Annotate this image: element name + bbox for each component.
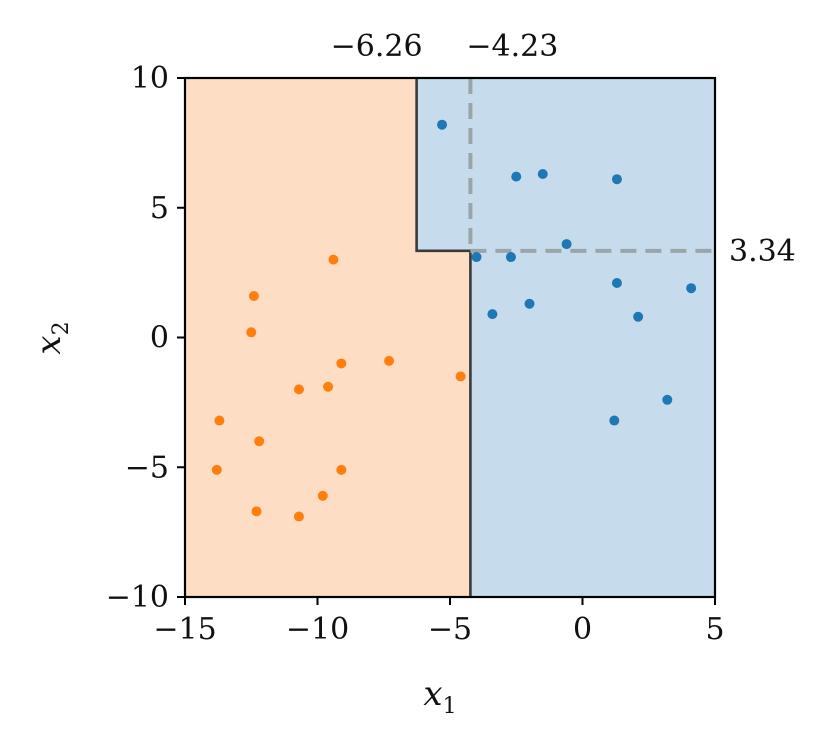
x-axis-ticks: −15 −10 −5 0 5: [153, 597, 725, 647]
data-point: [211, 464, 222, 475]
data-point: [487, 309, 498, 320]
y-axis-ticks: −10 −5 0 5 10: [106, 61, 185, 615]
x-tick-label: −10: [286, 612, 349, 647]
data-point: [293, 384, 304, 395]
data-point: [437, 119, 448, 130]
data-point: [511, 171, 522, 182]
region-blue: [416, 78, 715, 597]
data-point: [609, 415, 620, 426]
data-point: [505, 252, 516, 263]
data-point: [633, 311, 644, 322]
data-point: [537, 169, 548, 180]
data-point: [384, 355, 395, 366]
data-point: [246, 327, 257, 338]
data-point: [611, 174, 622, 185]
y-tick-label: −10: [106, 580, 169, 615]
data-point: [611, 278, 622, 289]
data-point: [248, 290, 259, 301]
y-tick-label: 5: [150, 191, 169, 226]
threshold-label-y: 3.34: [729, 234, 796, 269]
data-point: [336, 464, 347, 475]
x-tick-label: −15: [153, 612, 216, 647]
threshold-guides: [468, 78, 715, 253]
data-point: [524, 298, 535, 309]
data-point: [214, 415, 225, 426]
x-tick-label: 0: [573, 612, 592, 647]
threshold-labels: −6.26 −4.23 3.34: [331, 29, 796, 269]
data-point: [471, 252, 482, 263]
data-points: [211, 119, 697, 522]
threshold-label-x-upper: −6.26: [331, 29, 423, 64]
y-axis-label: x2: [29, 321, 74, 354]
x-tick-label: 5: [705, 612, 724, 647]
data-point: [328, 254, 339, 265]
y-tick-label: −5: [125, 450, 169, 485]
y-tick-label: 10: [131, 61, 169, 96]
x-axis-label: x1: [423, 674, 456, 719]
data-point: [336, 358, 347, 369]
data-point: [293, 511, 304, 522]
data-point: [662, 394, 673, 405]
data-point: [323, 381, 334, 392]
decision-regions: [185, 78, 715, 597]
data-point: [254, 436, 265, 447]
data-point: [455, 371, 466, 382]
x-tick-label: −5: [428, 612, 472, 647]
boundary-line: [415, 78, 472, 597]
region-orange: [185, 78, 471, 597]
data-point: [561, 239, 572, 250]
decision-boundary: [415, 78, 472, 597]
threshold-label-x-lower: −4.23: [466, 29, 558, 64]
data-point: [251, 506, 262, 517]
data-point: [686, 283, 697, 294]
y-tick-label: 0: [150, 321, 169, 356]
data-point: [317, 490, 328, 501]
